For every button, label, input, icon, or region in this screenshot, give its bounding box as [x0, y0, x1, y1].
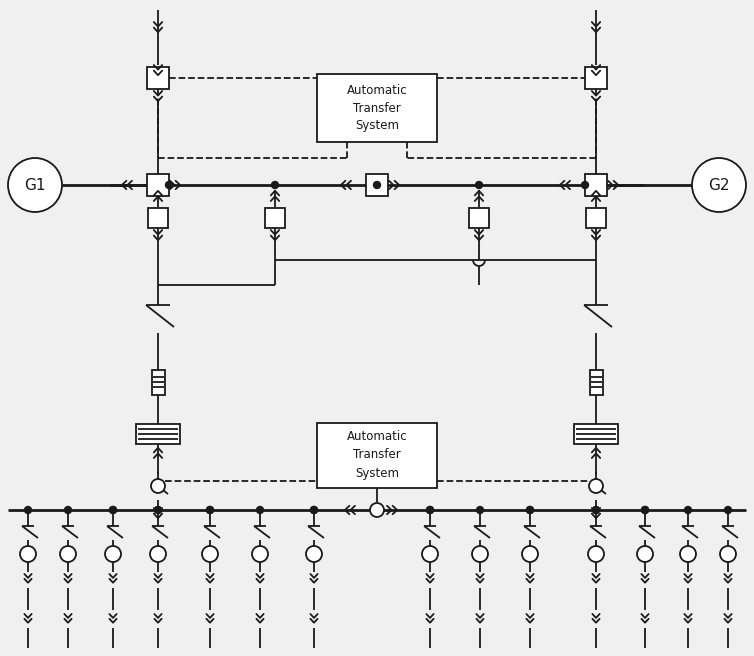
Circle shape — [526, 506, 534, 514]
Bar — [152, 369, 164, 394]
Circle shape — [207, 506, 213, 514]
Circle shape — [105, 546, 121, 562]
Circle shape — [109, 506, 117, 514]
Bar — [147, 174, 169, 196]
Bar — [574, 424, 618, 444]
Circle shape — [24, 506, 32, 514]
Circle shape — [20, 546, 36, 562]
Bar — [147, 67, 169, 89]
Circle shape — [8, 158, 62, 212]
Circle shape — [589, 479, 603, 493]
Circle shape — [155, 506, 161, 514]
Circle shape — [526, 506, 534, 514]
Circle shape — [422, 546, 438, 562]
Bar — [317, 422, 437, 487]
Circle shape — [60, 546, 76, 562]
Circle shape — [581, 182, 589, 188]
Bar — [590, 369, 602, 394]
Circle shape — [593, 506, 599, 514]
Bar — [317, 74, 437, 142]
Circle shape — [637, 546, 653, 562]
Bar — [585, 67, 607, 89]
Circle shape — [720, 546, 736, 562]
Circle shape — [271, 182, 278, 188]
Bar — [366, 174, 388, 196]
Circle shape — [642, 506, 648, 514]
Circle shape — [427, 506, 434, 514]
Circle shape — [680, 546, 696, 562]
Circle shape — [593, 506, 599, 514]
Text: Automatic
Transfer
System: Automatic Transfer System — [347, 430, 407, 480]
Text: Automatic
Transfer
System: Automatic Transfer System — [347, 83, 407, 133]
Circle shape — [522, 546, 538, 562]
Circle shape — [155, 506, 161, 514]
Circle shape — [477, 506, 483, 514]
Circle shape — [150, 546, 166, 562]
Circle shape — [370, 503, 384, 517]
Circle shape — [588, 546, 604, 562]
Circle shape — [311, 506, 317, 514]
Circle shape — [373, 182, 381, 188]
Circle shape — [725, 506, 731, 514]
Bar — [469, 208, 489, 228]
Circle shape — [306, 546, 322, 562]
Bar — [148, 208, 168, 228]
Bar — [586, 208, 606, 228]
Circle shape — [427, 506, 434, 514]
Text: G1: G1 — [24, 178, 46, 192]
Bar — [265, 208, 285, 228]
Circle shape — [165, 182, 173, 188]
Circle shape — [472, 546, 488, 562]
Circle shape — [202, 546, 218, 562]
Circle shape — [476, 182, 483, 188]
Circle shape — [109, 506, 117, 514]
Bar — [136, 424, 180, 444]
Bar — [585, 174, 607, 196]
Circle shape — [207, 506, 213, 514]
Circle shape — [692, 158, 746, 212]
Circle shape — [685, 506, 691, 514]
Circle shape — [252, 546, 268, 562]
Circle shape — [65, 506, 72, 514]
Circle shape — [151, 479, 165, 493]
Text: G2: G2 — [708, 178, 730, 192]
Circle shape — [256, 506, 263, 514]
Circle shape — [642, 506, 648, 514]
Circle shape — [311, 506, 317, 514]
